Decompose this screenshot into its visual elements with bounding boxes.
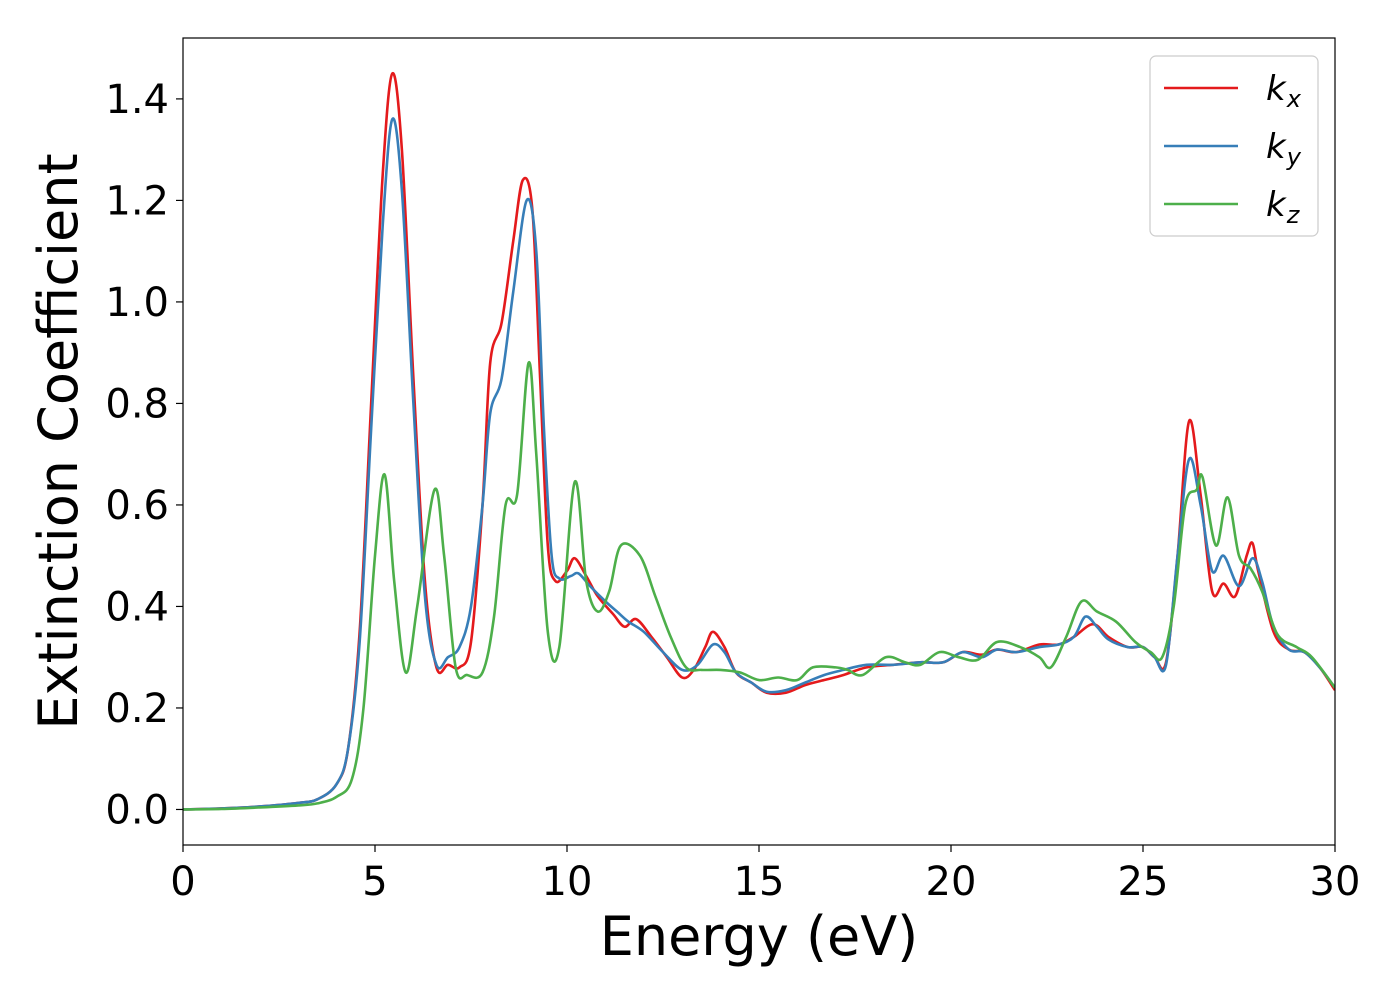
y-tick-label-0.8: 0.8 [105,381,169,427]
x-tick-label-0: 0 [170,859,195,905]
legend-label-k-y: ky [1266,127,1302,171]
x-axis-ticks: 0 5 10 15 20 25 30 [170,845,1360,905]
x-tick-label-15: 15 [734,859,785,905]
x-tick-label-5: 5 [362,859,387,905]
y-tick-label-0.0: 0.0 [105,787,169,833]
y-axis-ticks: 0.0 0.2 0.4 0.6 0.8 1.0 1.2 1.4 [105,77,183,833]
y-axis-label: Extinction Coefficient [27,153,90,729]
y-tick-label-0.4: 0.4 [105,584,169,630]
x-tick-label-20: 20 [926,859,977,905]
x-axis-label: Energy (eV) [600,905,919,968]
x-tick-label-25: 25 [1118,859,1169,905]
y-tick-label-1.4: 1.4 [105,77,169,123]
y-tick-label-0.2: 0.2 [105,686,169,732]
axes-frame [182,37,1336,846]
y-tick-label-0.6: 0.6 [105,483,169,529]
legend-label-k-x: kx [1266,69,1302,113]
plot-area [183,71,1335,811]
y-tick-label-1.2: 1.2 [105,178,169,224]
x-tick-label-10: 10 [542,859,593,905]
legend-label-k-z: kz [1266,185,1301,229]
x-tick-label-30: 30 [1310,859,1361,905]
y-tick-label-1.0: 1.0 [105,280,169,326]
series-line-k-z [183,361,1335,811]
legend: kx ky kz [1149,55,1319,237]
